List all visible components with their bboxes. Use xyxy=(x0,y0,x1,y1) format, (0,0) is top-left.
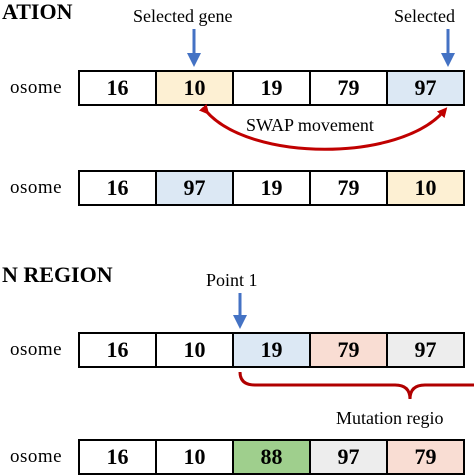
chromosome-label-region-row2: osome xyxy=(10,446,63,467)
gene-cell: 10 xyxy=(155,439,234,475)
gene-cell-region: 19 xyxy=(232,332,311,368)
swap-movement-label: SWAP movement xyxy=(246,115,374,135)
chromosome-label-swap-row2: osome xyxy=(10,177,63,198)
gene-cell-region: 97 xyxy=(386,332,465,368)
gene-cell: 79 xyxy=(309,70,388,106)
chromosome-row-swap-1: 16 10 19 79 97 xyxy=(78,70,465,106)
gene-cell-selected: 97 xyxy=(386,70,465,106)
gene-cell: 16 xyxy=(78,70,157,106)
region-section-heading: N REGION xyxy=(2,262,113,287)
gene-cell: 19 xyxy=(232,170,311,206)
mutation-region-brace-icon xyxy=(238,371,474,400)
chromosome-row-region-2: 16 10 88 97 79 xyxy=(78,439,465,475)
swap-arc-icon xyxy=(198,103,448,151)
selected-gene-arrow-icon xyxy=(187,29,201,67)
selected-gene-label-2: Selected xyxy=(394,6,455,26)
chromosome-label-region-row1: osome xyxy=(10,339,63,360)
point-1-arrow-icon xyxy=(233,293,247,329)
gene-cell-swapped: 97 xyxy=(155,170,234,206)
gene-cell: 79 xyxy=(309,170,388,206)
chromosome-row-swap-2: 16 97 19 79 10 xyxy=(78,170,465,206)
mutation-region-label: Mutation regio xyxy=(336,408,444,428)
gene-cell-region: 79 xyxy=(309,332,388,368)
gene-cell-mutated: 79 xyxy=(386,439,465,475)
chromosome-label-swap-row1: osome xyxy=(10,77,63,98)
gene-cell-swapped: 10 xyxy=(386,170,465,206)
selected-gene-label: Selected gene xyxy=(133,6,233,26)
point-1-label: Point 1 xyxy=(206,270,258,290)
gene-cell: 16 xyxy=(78,439,157,475)
gene-cell: 10 xyxy=(155,332,234,368)
selected-gene-arrow-icon xyxy=(441,29,455,67)
swap-section-heading: ATION xyxy=(2,0,73,24)
gene-cell: 16 xyxy=(78,332,157,368)
chromosome-row-region-1: 16 10 19 79 97 xyxy=(78,332,465,368)
gene-cell: 19 xyxy=(232,70,311,106)
